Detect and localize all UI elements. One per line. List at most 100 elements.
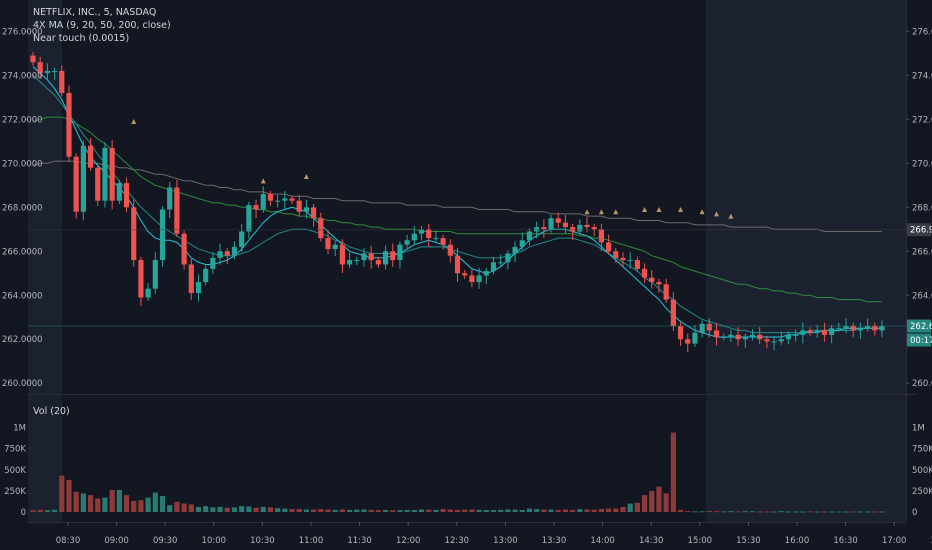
- price-label-left: 262.0000: [2, 335, 43, 345]
- candle-body: [354, 260, 360, 262]
- ma200-tag-box: [907, 223, 931, 237]
- volume-bar: [296, 509, 302, 512]
- volume-bar: [598, 509, 604, 512]
- volume-bar: [59, 475, 65, 512]
- candle: [195, 274, 202, 302]
- volume-bar: [613, 508, 619, 512]
- candle-body: [37, 62, 43, 74]
- volume-label-left: 750K: [4, 445, 26, 455]
- volume-bar: [728, 511, 734, 513]
- candle: [857, 322, 864, 340]
- axes: 276.0000276.00274.0000274.00272.0000272.…: [2, 27, 932, 546]
- volume-bar: [764, 511, 770, 513]
- candle: [368, 245, 374, 269]
- candle-body: [505, 253, 511, 263]
- candle: [397, 241, 403, 269]
- candle: [361, 247, 367, 267]
- candle-body: [534, 227, 540, 232]
- volume-bar: [303, 509, 309, 512]
- candle-body: [123, 183, 130, 208]
- candle: [541, 219, 547, 238]
- candle-body: [555, 218, 561, 223]
- volume-bar: [778, 511, 784, 513]
- volume-bar: [109, 490, 115, 512]
- volume-bar: [37, 509, 43, 512]
- candle-body: [440, 238, 446, 245]
- candle: [246, 201, 252, 239]
- candle-body: [145, 288, 151, 298]
- volume-bar: [210, 507, 216, 512]
- symbol-legend: NETFLIX, INC., 5, NASDAQ 4X MA (9, 20, 5…: [33, 6, 171, 45]
- volume-bar: [476, 509, 482, 512]
- volume-bar: [490, 510, 497, 512]
- volume-bar: [872, 511, 878, 513]
- candle: [73, 153, 79, 219]
- candle-body: [764, 339, 770, 342]
- volume-bar: [346, 509, 353, 512]
- candle-body: [850, 326, 856, 331]
- volume-bar: [879, 511, 885, 513]
- candle: [469, 269, 475, 288]
- near-touch-marker: [613, 209, 619, 215]
- volume-bar: [627, 503, 633, 512]
- volume-bar: [462, 509, 468, 512]
- candle: [649, 269, 655, 289]
- candle-body: [821, 330, 828, 335]
- near-touch-marker: [598, 209, 604, 215]
- candle: [210, 252, 216, 274]
- volume-bar: [821, 511, 828, 513]
- candle: [706, 318, 712, 338]
- candle-body: [66, 92, 72, 157]
- volume-bar: [267, 507, 274, 512]
- volume-bar: [440, 509, 446, 512]
- volume-bar: [785, 511, 792, 513]
- candle: [188, 258, 194, 300]
- candle-body: [649, 277, 655, 283]
- near-touch-marker: [642, 206, 648, 212]
- candle-body: [325, 238, 331, 250]
- time-label: 14:30: [639, 536, 664, 546]
- candle: [426, 223, 432, 247]
- volume-bar: [145, 497, 151, 512]
- candle: [771, 335, 777, 351]
- volume-bar: [447, 509, 453, 512]
- candle: [785, 331, 792, 345]
- candle-body: [311, 207, 317, 219]
- volume-bar: [195, 506, 202, 512]
- candle: [620, 252, 626, 267]
- candle-body: [246, 205, 252, 232]
- candle-body: [483, 271, 489, 276]
- candle: [829, 324, 835, 344]
- volume-bar: [253, 507, 259, 512]
- price-label-right: 268.00: [912, 203, 932, 213]
- candle: [685, 333, 691, 353]
- candle: [267, 190, 274, 206]
- time-label: 10:30: [250, 536, 275, 546]
- time-label: 08:30: [56, 536, 81, 546]
- candle-body: [174, 187, 180, 234]
- candle-body: [490, 262, 497, 272]
- volume-bar: [505, 509, 511, 512]
- volume-bar: [800, 511, 806, 513]
- candle-body: [116, 183, 122, 201]
- candle-body: [195, 282, 202, 294]
- volume-bar: [641, 495, 648, 512]
- candle: [778, 331, 784, 345]
- candle: [289, 195, 295, 204]
- volume-bar: [793, 511, 799, 513]
- price-label-left: 264.0000: [2, 291, 43, 301]
- price-tags: 266.98 262.60 00:17: [28, 223, 932, 347]
- candle: [627, 252, 633, 269]
- candle: [757, 327, 763, 345]
- volume-bar: [555, 509, 561, 512]
- candle: [95, 164, 101, 206]
- candle-body: [498, 262, 504, 264]
- candle: [404, 234, 410, 248]
- volume-bar: [224, 507, 230, 512]
- volume-bar: [757, 511, 763, 513]
- candle-body: [627, 260, 633, 262]
- volume-bar: [375, 510, 381, 512]
- candle: [253, 199, 259, 219]
- volume-bar: [131, 501, 137, 512]
